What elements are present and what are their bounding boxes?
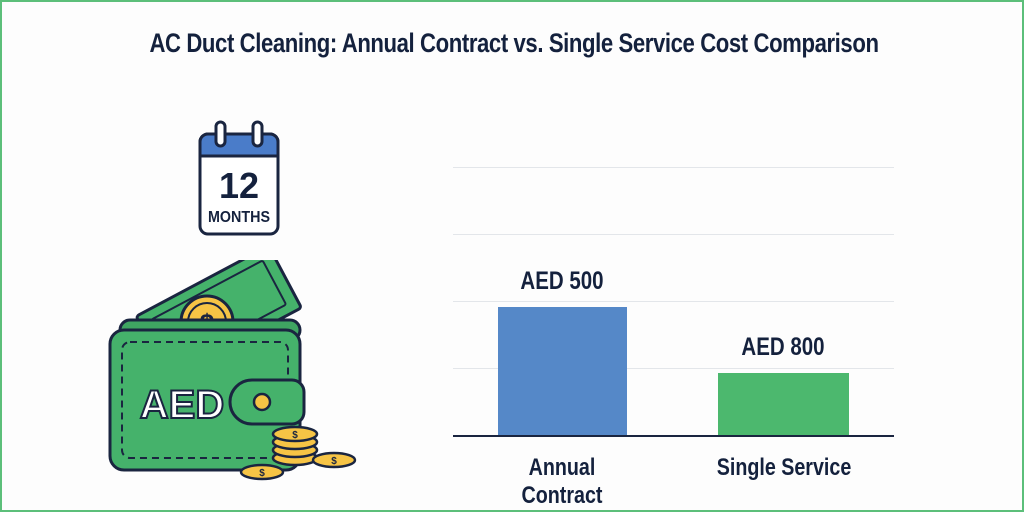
gridline — [453, 167, 894, 168]
x-axis-line — [453, 435, 894, 437]
coin-stack-icon: $ $ $ — [239, 425, 357, 481]
page-title: AC Duct Cleaning: Annual Contract vs. Si… — [149, 28, 879, 58]
gridline — [453, 234, 894, 235]
svg-text:$: $ — [331, 456, 337, 467]
x-tick-label: Annual Contract — [521, 454, 603, 509]
calendar-icon: 12 MONTHS — [198, 120, 280, 236]
x-tick-label: Single Service — [716, 454, 852, 481]
wallet-label: AED — [140, 383, 224, 427]
svg-text:$: $ — [292, 430, 298, 441]
bar-annual-contract — [498, 307, 627, 436]
svg-text:$: $ — [259, 468, 265, 479]
bar-value-label: AED 800 — [741, 333, 825, 361]
calendar-unit: MONTHS — [208, 209, 270, 226]
bar-single-service — [718, 373, 849, 436]
calendar-number: 12 — [219, 165, 259, 206]
gridline — [453, 368, 894, 369]
wallet-icon: $ AED $ $ $ — [102, 245, 372, 490]
gridline — [453, 301, 894, 302]
bar-value-label: AED 500 — [520, 267, 604, 295]
